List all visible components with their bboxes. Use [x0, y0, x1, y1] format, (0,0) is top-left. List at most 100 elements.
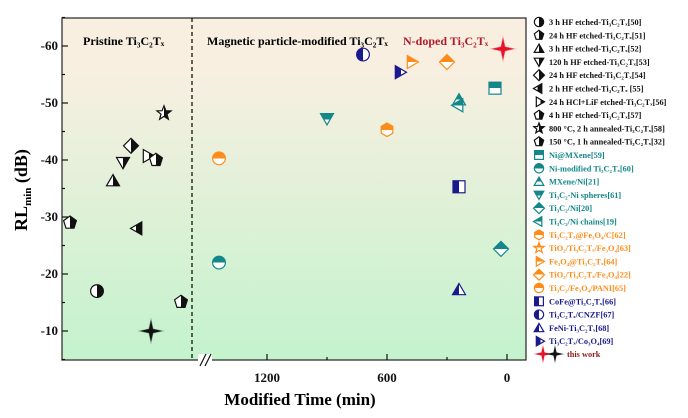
x-tick-label: 600 — [377, 370, 397, 385]
x-axis-label: Modified Time (min) — [224, 390, 375, 409]
data-point — [450, 97, 464, 113]
y-axis: -60 -50 -40 -30 -20 -10 — [41, 16, 68, 361]
legend-item: 24 h HF etched-Ti₃C₂Tₓ[54] — [532, 68, 646, 82]
data-point — [212, 151, 226, 166]
legend-marker-icon — [533, 282, 545, 294]
legend-item: Ni@MXene[59] — [533, 150, 605, 161]
legend-item: 800 °C, 2 h annealed-Ti₃C₂Tₓ[58] — [532, 121, 665, 135]
legend-label: this work — [567, 350, 601, 359]
data-point — [319, 112, 335, 127]
data-point — [488, 81, 502, 95]
legend-marker-icon — [533, 190, 545, 201]
legend-label: FeNi-Ti₃C₂Tₓ[68] — [549, 324, 609, 333]
legend-item: 3 h HF etched-Ti₃C₂Tₓ[52] — [533, 42, 642, 54]
data-point — [142, 148, 156, 164]
legend-item: Ti₃C₂/Ni[20] — [532, 201, 592, 215]
axis-break — [198, 353, 212, 367]
legend-item: 4 h HF etched-Ti₃C₂Tₓ[57] — [533, 109, 642, 120]
legend-label: Fe₃O₄@Ti₃C₂Tₓ[64] — [549, 257, 618, 266]
legend-label: Ni-modified Ti₃C₂Tₓ[60] — [549, 164, 634, 173]
legend-item: 3 h HF etched-Ti₃C₂Tₓ[50] — [533, 16, 642, 28]
data-point — [90, 284, 104, 299]
legend-item: 24 h HF etched-Ti₃C₂Tₓ[51] — [533, 29, 646, 40]
legend-label: TiO₂/Ti₃C₂Tₓ/Fe₃O₄[63] — [549, 244, 631, 253]
legend-label: Ti₃C₂/Ni chains[19] — [549, 218, 617, 227]
legend-item: Ni-modified Ti₃C₂Tₓ[60] — [533, 163, 634, 174]
x-tick-label: 1200 — [254, 370, 280, 385]
legend-item: Ti₃C₂Tₓ/CNZF[67] — [533, 309, 615, 320]
legend-item: Fe₃O₄@Ti₃C₂Tₓ[64] — [535, 255, 618, 268]
y-tick-label: -30 — [41, 209, 58, 224]
data-point — [173, 294, 189, 308]
legend-label: TiO₂/Ti₃C₂Tₓ/Fe₃O₄[22] — [549, 271, 631, 280]
legend-item: FeNi-Ti₃C₂Tₓ[68] — [533, 322, 609, 333]
y-tick-label: -40 — [41, 152, 58, 167]
legend-marker-icon — [533, 322, 545, 333]
black-cross-icon — [545, 344, 565, 364]
legend-marker-icon — [533, 175, 545, 186]
legend-label: 24 h HCl+LiF etched-Ti₃C₂Tₓ[56] — [549, 98, 667, 107]
legend-item: Ti₃C₂Tₓ/Co₃O₄[69] — [535, 335, 613, 348]
legend-marker-icon — [533, 29, 545, 40]
legend-marker-icon — [532, 68, 546, 82]
legend-marker-icon — [533, 57, 545, 68]
legend-item: MXene/Ni[21] — [533, 175, 599, 187]
legend-marker-icon — [533, 150, 544, 161]
legend-item: TiO₂/Ti₃C₂Tₓ/Fe₃O₄[63] — [532, 240, 631, 254]
y-tick-label: -60 — [41, 38, 58, 53]
legend-label: 24 h HF etched-Ti₃C₂Tₓ[54] — [549, 71, 646, 80]
legend-marker-icon — [533, 296, 544, 307]
legend-marker-icon — [532, 201, 546, 215]
y-tick-label: -10 — [41, 323, 58, 338]
legend-label: 800 °C, 2 h annealed-Ti₃C₂Tₓ[58] — [549, 124, 665, 133]
plot-background — [61, 17, 527, 361]
legend-label: Ti₃C₂Tₓ@Fe₃O₄/C[62] — [549, 231, 626, 240]
legend-item: Ti₃C₂/Fe₃O₄/PANI[65] — [533, 282, 626, 294]
legend: 3 h HF etched-Ti₃C₂Tₓ[50] 24 h HF etched-… — [532, 16, 667, 364]
data-point — [122, 137, 140, 155]
data-point — [105, 173, 121, 187]
legend-marker-icon — [534, 229, 544, 241]
legend-item: Ti₃C₂Tₓ@Fe₃O₄/C[62] — [534, 229, 626, 241]
legend-label: Ti₃C₂Tₓ/CNZF[67] — [549, 311, 615, 320]
data-point — [129, 220, 143, 236]
legend-item: 120 h HF etched-Ti₃C₂Tₓ[53] — [533, 57, 650, 68]
data-point — [212, 255, 226, 270]
legend-marker-icon — [533, 109, 545, 120]
legend-marker-icon — [535, 255, 546, 268]
legend-label: CoFe@Ti₃C₂Tₓ[66] — [549, 297, 616, 306]
legend-label: 3 h HF etched-Ti₃C₂Tₓ[52] — [549, 45, 642, 54]
data-point — [356, 47, 370, 62]
legend-label: Ni@MXene[59] — [549, 151, 605, 160]
data-point — [492, 240, 510, 258]
x-axis: 1200 600 0 — [254, 354, 510, 385]
legend-item: Ti₃C₂/Ni chains[19] — [532, 215, 617, 228]
legend-label: Ti₃C₂-Ni spheres[61] — [549, 191, 621, 200]
legend-marker-icon — [535, 335, 546, 348]
data-point — [452, 180, 466, 194]
data-point — [451, 282, 467, 296]
legend-label: MXene/Ni[21] — [549, 178, 599, 187]
legend-item: 2 h HF etched-Ti₃C₂Tₓ [55] — [532, 82, 644, 95]
legend-label: 3 h HF etched-Ti₃C₂Tₓ[50] — [549, 18, 642, 27]
data-point — [406, 54, 420, 70]
legend-label: 4 h HF etched-Ti₃C₂Tₓ[57] — [549, 111, 642, 120]
legend-item: 24 h HCl+LiF etched-Ti₃C₂Tₓ[56] — [535, 95, 667, 108]
data-point — [62, 215, 78, 229]
data-point — [155, 104, 173, 121]
legend-marker-icon — [533, 136, 545, 147]
legend-marker-icon — [533, 42, 545, 54]
legend-marker-icon — [532, 121, 546, 135]
legend-item: CoFe@Ti₃C₂Tₓ[66] — [533, 296, 616, 307]
legend-marker-icon — [532, 240, 546, 254]
legend-label: 120 h HF etched-Ti₃C₂Tₓ[53] — [549, 58, 650, 67]
data-point-this-work — [137, 317, 165, 345]
legend-label: 150 °C, 1 h annealed-Ti₃C₂Tₓ[32] — [549, 138, 665, 147]
y-tick-label: -20 — [41, 266, 58, 281]
red-cross-icon — [533, 344, 553, 364]
y-axis-label: RLmin (dB) — [11, 149, 34, 231]
legend-label: Ti₃C₂/Ni[20] — [549, 204, 592, 213]
data-point — [394, 64, 408, 80]
region-label-pristine: Pristine Ti₃C₂Tₓ — [83, 34, 165, 48]
